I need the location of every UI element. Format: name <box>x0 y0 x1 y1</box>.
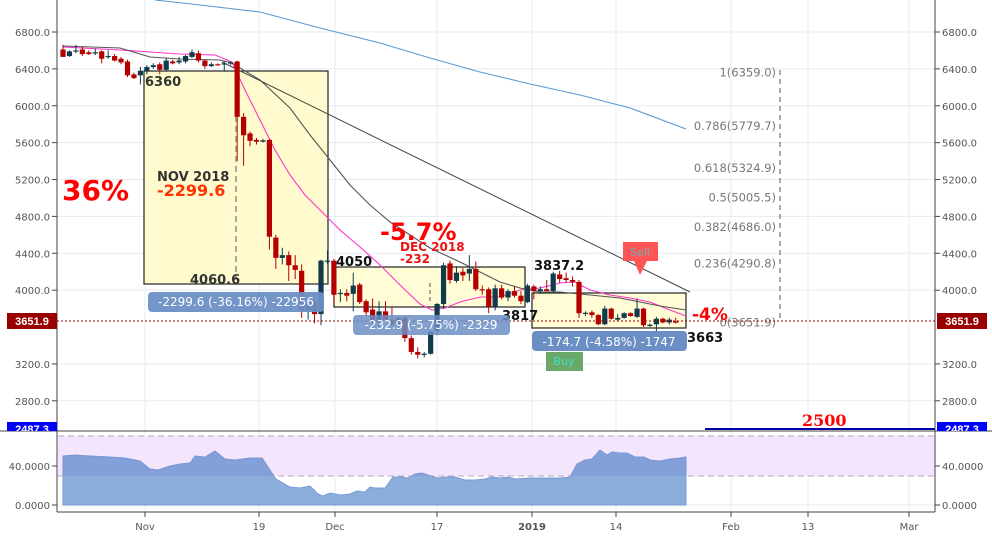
svg-text:14: 14 <box>610 522 623 533</box>
svg-text:5600.0: 5600.0 <box>15 139 50 150</box>
moving-averages <box>62 0 687 317</box>
dec-stats-pill[interactable]: -232.9 (-5.75%) -2329 <box>353 315 510 335</box>
dec-bottom-label: 3817 <box>502 309 538 324</box>
svg-text:40.0000: 40.0000 <box>942 462 983 473</box>
svg-text:6000.0: 6000.0 <box>942 102 977 113</box>
jan-bottom-label: 3663 <box>687 331 723 346</box>
buy-signal-marker[interactable]: Buy <box>546 352 583 371</box>
jan-stats-text: -174.7 (-4.58%) -1747 <box>543 335 676 349</box>
jan-pct-label: -4% <box>692 305 728 325</box>
fibonacci-levels: 1(6359.0) 0.786(5779.7) 0.618(5324.9) 0.5(5… <box>694 66 776 330</box>
last-price-tag-left: 3651.9 <box>7 313 57 329</box>
svg-text:6800.0: 6800.0 <box>942 28 977 39</box>
sell-signal-marker[interactable]: Sell <box>623 242 658 275</box>
dec-pct-label: -5.7% <box>380 218 457 246</box>
last-price-tag-right: 3651.9 <box>937 313 987 329</box>
price-axis-labels: 6800.0 6800.0 6400.0 6400.0 6000.0 6000.0 5600… <box>15 28 977 408</box>
time-axis-labels: Nov 19 Dec 17 2019 14 Feb 13 Mar <box>135 512 919 533</box>
svg-text:Feb: Feb <box>722 522 740 533</box>
rsi-axis-labels: 40.0000 40.0000 0.0000 0.0000 <box>9 462 984 512</box>
nov-bottom-label: 4060.6 <box>190 273 240 288</box>
dec-top-label: 4050 <box>336 255 372 270</box>
last-price-tag-left-text: 3651.9 <box>15 316 49 328</box>
svg-text:6400.0: 6400.0 <box>942 65 977 76</box>
dec-stats-text: -232.9 (-5.75%) -2329 <box>365 318 498 332</box>
jan-top-label: 3837.2 <box>534 259 584 274</box>
svg-text:0.618(5324.9): 0.618(5324.9) <box>694 161 776 175</box>
svg-text:2800.0: 2800.0 <box>942 397 977 408</box>
svg-text:4000.0: 4000.0 <box>15 286 50 297</box>
svg-text:6000.0: 6000.0 <box>15 102 50 113</box>
svg-text:4000.0: 4000.0 <box>942 286 977 297</box>
svg-text:0.382(4686.0): 0.382(4686.0) <box>694 220 776 234</box>
svg-text:40.0000: 40.0000 <box>9 462 50 473</box>
svg-text:0(3651.9): 0(3651.9) <box>719 315 776 329</box>
svg-text:4400.0: 4400.0 <box>942 249 977 260</box>
svg-text:Mar: Mar <box>900 522 920 533</box>
low-price-tag-right: 2487.3 <box>937 422 987 436</box>
nov-stats-pill[interactable]: -2299.6 (-36.16%) -22956 <box>148 292 324 312</box>
svg-text:0.786(5779.7): 0.786(5779.7) <box>694 119 776 133</box>
svg-text:5200.0: 5200.0 <box>942 176 977 187</box>
svg-text:3200.0: 3200.0 <box>942 360 977 371</box>
nov-pct-label: 36% <box>62 174 129 207</box>
low-price-tag-right-text: 2487.3 <box>945 424 979 436</box>
svg-text:2800.0: 2800.0 <box>15 397 50 408</box>
nov-month-label: NOV 2018 <box>157 170 229 185</box>
last-price-tag-right-text: 3651.9 <box>945 316 979 328</box>
nov-top-label: 6360 <box>145 75 181 90</box>
svg-text:1(6359.0): 1(6359.0) <box>719 66 776 80</box>
svg-text:0.0000: 0.0000 <box>942 501 977 512</box>
low-price-tag-left-text: 2487.3 <box>15 424 49 436</box>
svg-text:5600.0: 5600.0 <box>942 139 977 150</box>
svg-text:19: 19 <box>253 522 266 533</box>
buy-label: Buy <box>553 355 575 368</box>
trendlines[interactable] <box>221 61 691 293</box>
low-price-tag-left: 2487.3 <box>7 422 57 436</box>
nov-stats-text: -2299.6 (-36.16%) -22956 <box>158 295 314 309</box>
target-label-2500: 2500 <box>802 411 847 430</box>
svg-text:17: 17 <box>431 522 444 533</box>
svg-text:6800.0: 6800.0 <box>15 28 50 39</box>
svg-text:13: 13 <box>802 522 815 533</box>
sell-label: Sell <box>630 246 650 259</box>
svg-text:5200.0: 5200.0 <box>15 176 50 187</box>
svg-text:0.5(5005.5): 0.5(5005.5) <box>708 190 776 204</box>
svg-text:0.0000: 0.0000 <box>15 501 50 512</box>
svg-text:3200.0: 3200.0 <box>15 360 50 371</box>
nov-change-label: -2299.6 <box>157 181 225 200</box>
svg-text:4400.0: 4400.0 <box>15 249 50 260</box>
dec-month-label: DEC 2018 <box>400 240 465 254</box>
svg-text:4800.0: 4800.0 <box>942 212 977 223</box>
svg-text:0.236(4290.8): 0.236(4290.8) <box>694 256 776 270</box>
svg-text:Dec: Dec <box>325 522 344 533</box>
svg-text:4800.0: 4800.0 <box>15 212 50 223</box>
jan-stats-pill[interactable]: -174.7 (-4.58%) -1747 <box>532 331 687 351</box>
svg-text:Nov: Nov <box>135 522 155 533</box>
svg-text:6400.0: 6400.0 <box>15 65 50 76</box>
svg-text:2019: 2019 <box>518 522 546 533</box>
dec-change-label: -232 <box>400 252 430 266</box>
